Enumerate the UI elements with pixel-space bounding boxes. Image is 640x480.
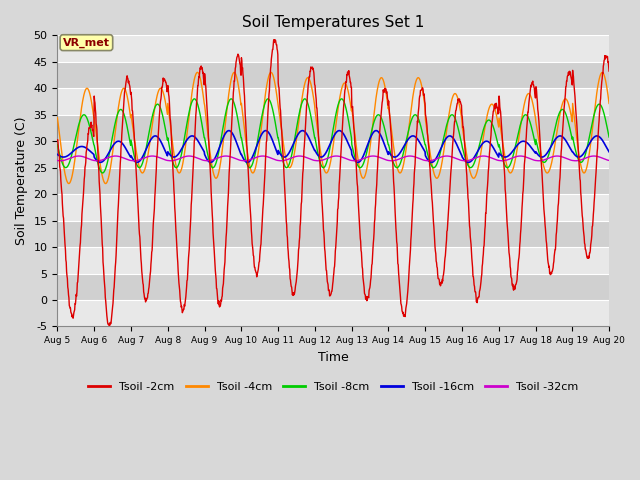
Bar — [58, 141, 609, 168]
Bar — [58, 36, 609, 62]
Bar — [58, 274, 609, 300]
Text: VR_met: VR_met — [63, 37, 110, 48]
Bar — [58, 194, 609, 221]
Title: Soil Temperatures Set 1: Soil Temperatures Set 1 — [242, 15, 424, 30]
X-axis label: Time: Time — [318, 351, 349, 364]
Bar — [58, 62, 609, 88]
Bar — [58, 168, 609, 194]
Bar — [58, 300, 609, 326]
Bar — [58, 88, 609, 115]
Bar — [58, 115, 609, 141]
Bar — [58, 221, 609, 247]
Bar — [58, 247, 609, 274]
Y-axis label: Soil Temperature (C): Soil Temperature (C) — [15, 117, 28, 245]
Legend: Tsoil -2cm, Tsoil -4cm, Tsoil -8cm, Tsoil -16cm, Tsoil -32cm: Tsoil -2cm, Tsoil -4cm, Tsoil -8cm, Tsoi… — [84, 378, 583, 396]
